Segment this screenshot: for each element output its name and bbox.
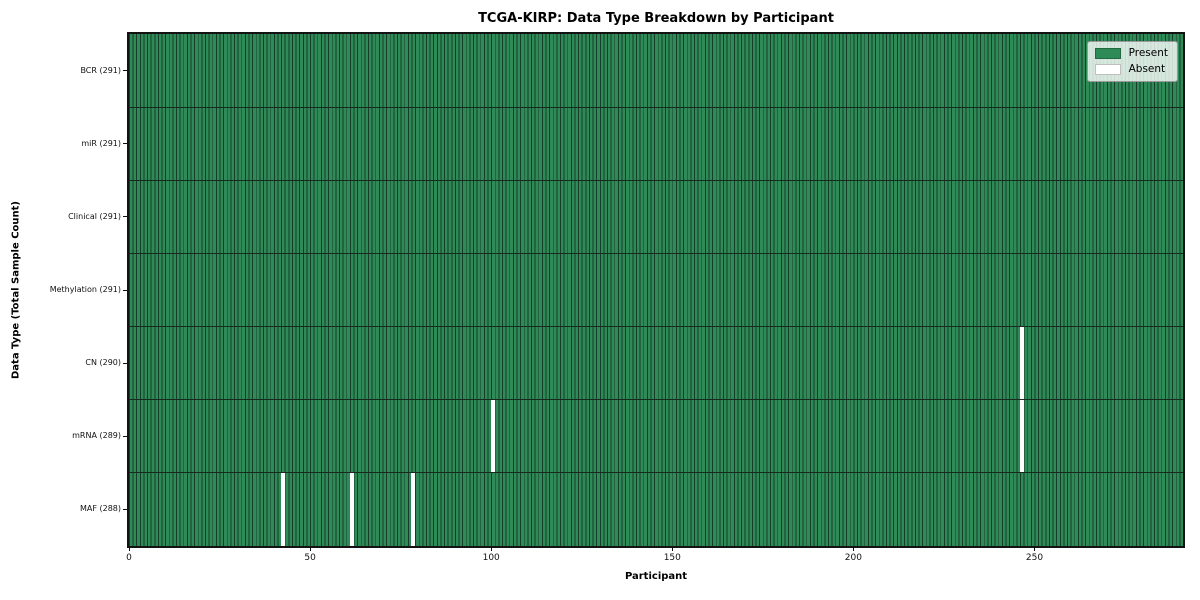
row-divider [129,326,1183,328]
legend: Present Absent [1086,41,1178,82]
y-tick-label-Methylation: Methylation (291) [49,285,121,294]
legend-label-present: Present [1128,47,1168,60]
y-tick-label-BCR: BCR (291) [80,65,121,75]
row-divider [129,472,1183,474]
row-CN [129,326,1183,400]
y-tick-mark [123,362,127,364]
legend-swatch-present [1094,48,1121,59]
x-axis-label: Participant [624,571,688,582]
x-tick-label-150: 150 [663,553,681,563]
chart-title: TCGA-KIRP: Data Type Breakdown by Partic… [478,11,834,26]
x-tick-mark-250 [1033,547,1035,551]
y-tick-mark [123,216,127,218]
x-tick-mark-100 [490,547,492,551]
y-tick-mark [123,508,127,510]
x-tick-mark-50 [309,547,311,551]
y-tick-label-Clinical: Clinical (291) [68,211,121,221]
legend-entry-present: Present [1094,47,1168,60]
legend-entry-absent: Absent [1094,63,1168,76]
row-MAF [129,472,1183,546]
y-tick-label-CN: CN (290) [85,358,121,368]
y-tick-label-mRNA: mRNA (289) [72,431,121,441]
y-tick-mark [123,435,127,437]
x-tick-label-250: 250 [1025,553,1044,563]
row-divider [129,179,1183,181]
x-tick-label-200: 200 [844,553,862,563]
row-miR [129,107,1183,181]
row-Methylation [129,253,1183,327]
absent-cell-MAF-78 [411,472,416,546]
x-tick-mark-150 [671,547,673,551]
y-tick-label-miR: miR (291) [81,138,121,148]
absent-cell-MAF-61 [349,472,354,546]
row-mRNA [129,399,1183,473]
y-tick-mark [123,289,127,291]
absent-cell-mRNA-100 [490,399,496,473]
absent-cell-CN-246 [1019,326,1024,400]
legend-swatch-absent [1094,64,1121,75]
row-Clinical [129,180,1183,254]
row-divider [129,399,1183,401]
x-tick-label-50: 50 [304,553,316,563]
y-tick-label-MAF: MAF (288) [79,504,121,514]
row-BCR [129,34,1183,108]
row-divider [129,106,1183,108]
x-tick-mark-0 [128,547,130,551]
row-divider [129,252,1183,254]
x-tick-mark-200 [852,547,854,551]
absent-cell-MAF-42 [280,472,286,546]
absent-cell-mRNA-246 [1019,399,1024,473]
y-tick-mark [123,143,127,145]
x-tick-label-100: 100 [482,553,500,563]
legend-label-absent: Absent [1128,63,1166,76]
y-tick-mark [123,70,127,72]
plot-area [129,34,1183,546]
x-tick-label-0: 0 [126,553,132,563]
